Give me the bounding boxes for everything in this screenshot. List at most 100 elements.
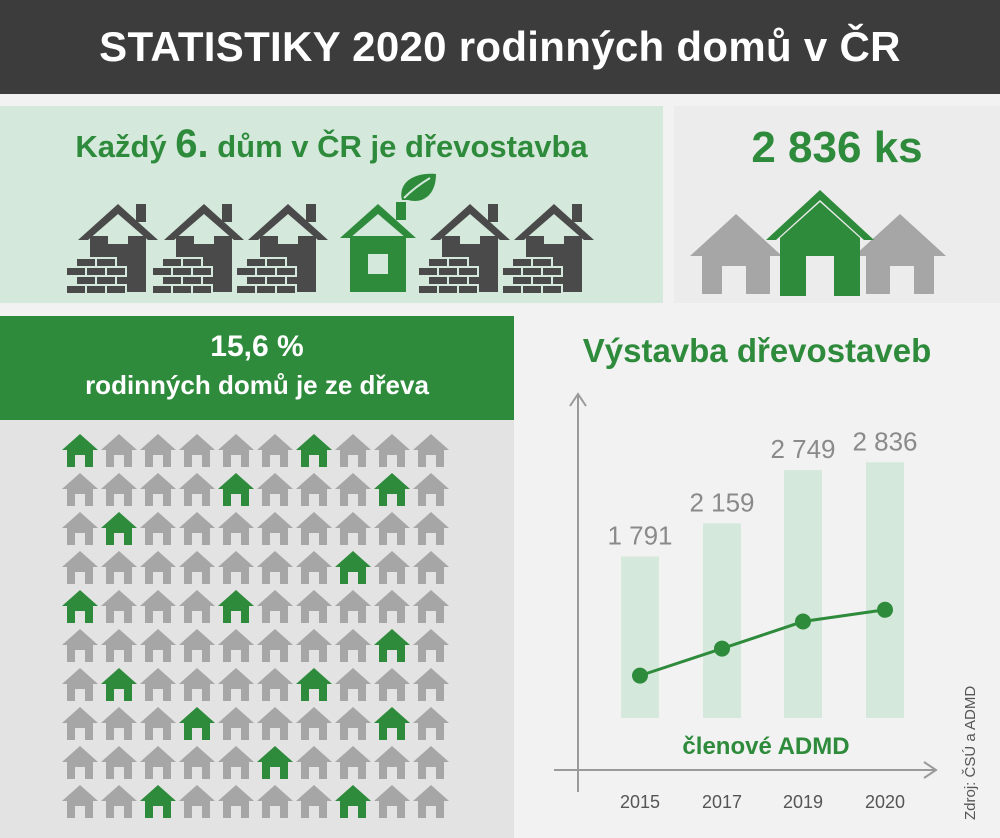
gray-house-icon [62,668,98,701]
brick-house-icon [417,203,511,295]
gray-house-icon [101,551,137,584]
gray-house-icon [257,668,293,701]
bar-chart: 1 791 2 159 2 749 2 836 2015 2017 2019 2020 čl… [554,392,938,812]
gray-house-icon [335,512,371,545]
gray-house-icon [218,434,254,467]
page-title: STATISTIKY 2020 rodinných domů v ČR [0,0,1000,94]
series-point-admd [714,640,730,657]
bar-2020 [866,462,904,718]
gray-house-icon [179,785,215,818]
green-house-icon [766,190,874,296]
bar-2017 [703,523,741,718]
gray-house-icon [140,434,176,467]
gray-house-icon [257,707,293,740]
gray-house-icon [62,473,98,506]
green-house-icon [62,590,98,623]
gray-house-icon [335,590,371,623]
gray-house-icon [140,551,176,584]
y-axis-arrow [569,392,587,407]
green-house-icon [296,668,332,701]
three-houses-illustration [690,190,946,296]
gray-house-icon [218,746,254,779]
gray-house-icon [62,629,98,662]
gray-house-icon [413,590,449,623]
x-tick-label: 2015 [620,792,660,812]
gray-house-icon [335,746,371,779]
gray-house-icon [413,551,449,584]
green-house-icon [140,785,176,818]
gray-house-icon [335,629,371,662]
gray-house-icon [335,707,371,740]
gray-house-icon [374,512,410,545]
gray-house-icon [257,629,293,662]
gray-house-icon [62,551,98,584]
gray-house-icon [335,434,371,467]
bar-2015 [621,556,659,718]
green-house-icon [374,629,410,662]
green-house-icon [374,707,410,740]
gray-house-icon [413,512,449,545]
gray-house-icon [374,434,410,467]
gray-house-icon [179,746,215,779]
gray-house-icon [62,785,98,818]
gray-house-icon [374,590,410,623]
gray-house-icon [140,590,176,623]
gray-house-icon [413,473,449,506]
green-house-icon [218,590,254,623]
x-tick-label: 2017 [702,792,742,812]
green-house-icon [101,668,137,701]
gray-house-icon [179,473,215,506]
gray-house-icon [140,746,176,779]
green-house-icon [62,434,98,467]
gray-house-icon [62,512,98,545]
gray-house-icon [218,668,254,701]
gray-house-icon [140,629,176,662]
gray-house-icon [413,668,449,701]
bar-value-label: 2 749 [770,434,835,464]
gray-house-icon [413,629,449,662]
gray-house-icon [101,434,137,467]
bar-2019 [784,470,822,718]
gray-house-icon [413,785,449,818]
gray-house-icon [257,512,293,545]
gray-house-icon [218,512,254,545]
gray-house-icon [140,668,176,701]
gray-house-icon [101,473,137,506]
gray-house-icon [296,551,332,584]
gray-house-icon [413,434,449,467]
gray-house-icon [179,551,215,584]
gray-house-icon [413,707,449,740]
gray-house-icon [101,746,137,779]
every-sixth-prefix: Každý [75,129,167,164]
gray-house-icon [179,629,215,662]
gray-house-icon [62,746,98,779]
series-point-admd [795,613,811,630]
gray-house-icon [374,551,410,584]
gray-house-icon [296,629,332,662]
gray-house-icon [296,785,332,818]
gray-house-icon [413,746,449,779]
percent-banner: 15,6 % rodinných domů je ze dřeva [0,316,514,420]
series-point-admd [877,601,893,618]
gray-house-icon [257,590,293,623]
gray-house-icon [296,590,332,623]
source-note: Zdroj: ČSÚ a ADMD [962,685,979,820]
green-house-icon [101,512,137,545]
gray-house-icon [296,707,332,740]
house-grid [62,434,449,818]
gray-house-icon [257,473,293,506]
bar-value-label: 1 791 [607,521,672,551]
gray-house-icon [218,551,254,584]
gray-house-icon [296,512,332,545]
green-house-icon [374,473,410,506]
chart-title: Výstavba dřevostaveb [582,332,932,369]
green-house-icon [218,473,254,506]
gray-house-icon [140,707,176,740]
every-sixth-suffix: dům v ČR je dřevostavba [217,129,588,164]
series-line-admd [639,608,886,678]
gray-house-icon [374,785,410,818]
brick-house-icon [235,203,329,295]
gray-house-icon [101,629,137,662]
gray-house-icon [179,668,215,701]
gray-house-icon [257,551,293,584]
